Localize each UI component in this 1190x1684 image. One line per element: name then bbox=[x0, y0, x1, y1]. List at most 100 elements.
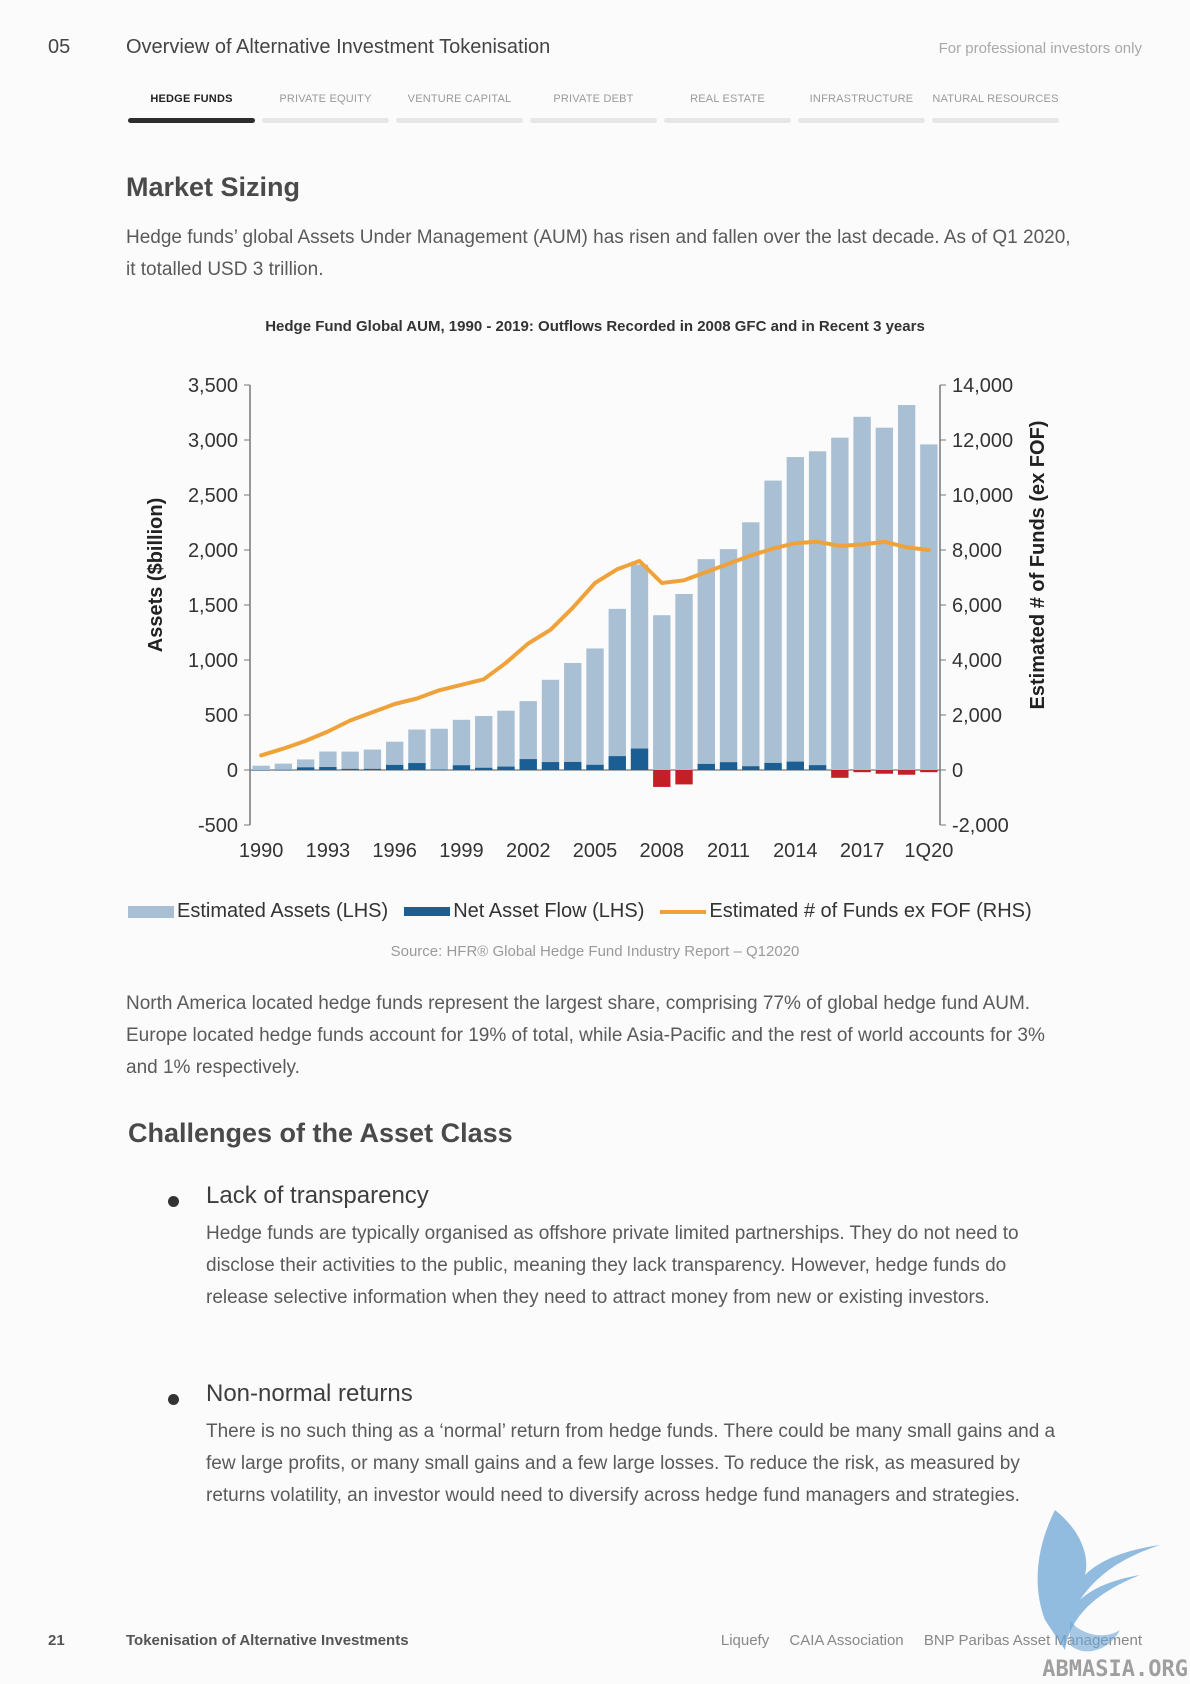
x-tick-label: 2008 bbox=[640, 840, 685, 862]
tab-real-estate[interactable]: REAL ESTATE bbox=[664, 92, 791, 123]
challenges-heading: Challenges of the Asset Class bbox=[128, 1118, 513, 1148]
tab-hedge-funds[interactable]: HEDGE FUNDS bbox=[128, 92, 255, 123]
asset-class-tabs: HEDGE FUNDS PRIVATE EQUITY VENTURE CAPIT… bbox=[128, 92, 1059, 123]
net-flow-bar bbox=[808, 765, 827, 770]
section-number: 05 bbox=[48, 36, 71, 58]
x-tick-label: 2005 bbox=[573, 840, 618, 862]
challenge-title: Non-normal returns bbox=[206, 1380, 413, 1407]
y2-tick-label: 6,000 bbox=[952, 595, 1002, 617]
y2-tick-label: 12,000 bbox=[952, 430, 1013, 452]
net-flow-bar bbox=[653, 770, 671, 787]
x-tick-label: 1993 bbox=[306, 840, 351, 862]
y2-tick-label: 4,000 bbox=[952, 650, 1002, 672]
legend-label-assets: Estimated Assets (LHS) bbox=[177, 900, 389, 922]
net-flow-bar bbox=[564, 761, 582, 770]
net-flow-bar bbox=[675, 770, 693, 785]
chart-legend: Estimated Assets (LHS) Net Asset Flow (L… bbox=[128, 900, 1048, 923]
assets-bar bbox=[452, 719, 471, 770]
tab-venture-capital[interactable]: VENTURE CAPITAL bbox=[396, 92, 523, 123]
assets-bar bbox=[430, 728, 448, 770]
market-sizing-intro: Hedge funds’ global Assets Under Managem… bbox=[126, 227, 1071, 280]
bullet-dot bbox=[168, 1394, 179, 1405]
assets-bar bbox=[564, 662, 582, 770]
net-flow-bar bbox=[630, 748, 649, 770]
assets-bar bbox=[764, 480, 782, 770]
x-tick-label: 2011 bbox=[707, 840, 750, 862]
tab-underline bbox=[530, 118, 657, 123]
x-tick-label: 1990 bbox=[239, 840, 284, 862]
y-tick-label: 2,500 bbox=[188, 485, 238, 507]
chart-source: Source: HFR® Global Hedge Fund Industry … bbox=[390, 943, 800, 960]
x-tick-label: 1Q20 bbox=[904, 840, 953, 862]
audience-note: For professional investors only bbox=[938, 40, 1142, 57]
assets-bar bbox=[497, 710, 515, 770]
net-flow-bar bbox=[541, 762, 560, 770]
net-flow-bar bbox=[742, 766, 760, 770]
net-flow-bar bbox=[319, 767, 337, 770]
net-flow-bar bbox=[341, 768, 359, 770]
logo-body-icon bbox=[1070, 1620, 1120, 1652]
assets-bar bbox=[363, 749, 382, 770]
assets-bar bbox=[920, 444, 938, 770]
net-flow-bar bbox=[363, 768, 382, 770]
y2-tick-label: 0 bbox=[952, 760, 963, 782]
tab-label: REAL ESTATE bbox=[690, 93, 765, 105]
y-tick-label: 3,000 bbox=[188, 430, 238, 452]
net-flow-bar bbox=[430, 769, 448, 771]
legend-item-assets: Estimated Assets (LHS) bbox=[128, 900, 388, 923]
legend-swatch-funds bbox=[660, 909, 707, 914]
assets-bar bbox=[541, 679, 560, 770]
tab-underline bbox=[396, 118, 523, 123]
assets-bar bbox=[853, 416, 871, 770]
y-tick-label: 0 bbox=[227, 760, 238, 782]
tab-infrastructure[interactable]: INFRASTRUCTURE bbox=[798, 92, 925, 123]
assets-bar bbox=[408, 729, 426, 770]
x-tick-label: 1996 bbox=[372, 840, 417, 862]
tab-natural-resources[interactable]: NATURAL RESOURCES bbox=[932, 92, 1059, 123]
assets-bar bbox=[808, 451, 827, 770]
challenge-body: There is no such thing as a ‘normal’ ret… bbox=[206, 1421, 1056, 1506]
net-flow-bar bbox=[608, 756, 626, 770]
y-axis-title: Assets ($billion) bbox=[145, 498, 167, 652]
challenge-body: Hedge funds are typically organised as o… bbox=[206, 1223, 1019, 1308]
tab-underline bbox=[932, 118, 1059, 123]
y2-axis-title: Estimated # of Funds (ex FOF) bbox=[1027, 421, 1049, 710]
region-share-paragraph: North America located hedge funds repres… bbox=[126, 993, 1045, 1078]
funds-count-line bbox=[259, 539, 931, 758]
assets-bar bbox=[586, 648, 604, 770]
x-tick-label: 1999 bbox=[439, 840, 484, 862]
tab-label: HEDGE FUNDS bbox=[150, 93, 233, 105]
partner-caia: CAIA Association bbox=[789, 1632, 904, 1649]
logo-wing-icon bbox=[1037, 1510, 1160, 1650]
net-flow-bar bbox=[385, 764, 404, 770]
watermark-logo: ABMASIA.ORG bbox=[1037, 1510, 1188, 1680]
net-flow-bar bbox=[497, 766, 515, 770]
tab-private-equity[interactable]: PRIVATE EQUITY bbox=[262, 92, 389, 123]
legend-swatch-assets bbox=[128, 905, 174, 918]
y-tick-label: 1,500 bbox=[188, 595, 238, 617]
assets-bar bbox=[697, 559, 715, 770]
assets-bar bbox=[875, 427, 894, 770]
net-flow-bar bbox=[519, 759, 537, 770]
section-title: Overview of Alternative Investment Token… bbox=[126, 36, 551, 58]
assets-bar bbox=[831, 437, 849, 770]
assets-bar bbox=[675, 594, 693, 770]
assets-bar bbox=[719, 549, 738, 770]
net-flow-bar bbox=[475, 767, 493, 770]
challenge-item: Lack of transparency Hedge funds are typ… bbox=[168, 1182, 1068, 1314]
y2-tick-label: 2,000 bbox=[952, 705, 1002, 727]
tab-private-debt[interactable]: PRIVATE DEBT bbox=[530, 92, 657, 123]
assets-bar bbox=[653, 615, 671, 770]
y-tick-label: 2,000 bbox=[188, 540, 238, 562]
net-flow-bar bbox=[786, 761, 805, 770]
net-flow-bar bbox=[274, 769, 293, 771]
bullet-dot bbox=[168, 1196, 179, 1207]
x-tick-label: 2002 bbox=[506, 840, 551, 862]
y2-tick-label: 14,000 bbox=[952, 375, 1013, 397]
y2-tick-label: -2,000 bbox=[952, 815, 1009, 837]
page-number: 21 bbox=[48, 1632, 65, 1649]
assets-bar bbox=[296, 759, 315, 770]
y-tick-label: 500 bbox=[205, 705, 238, 727]
tab-label: PRIVATE EQUITY bbox=[279, 93, 372, 105]
tab-underline bbox=[664, 118, 791, 123]
